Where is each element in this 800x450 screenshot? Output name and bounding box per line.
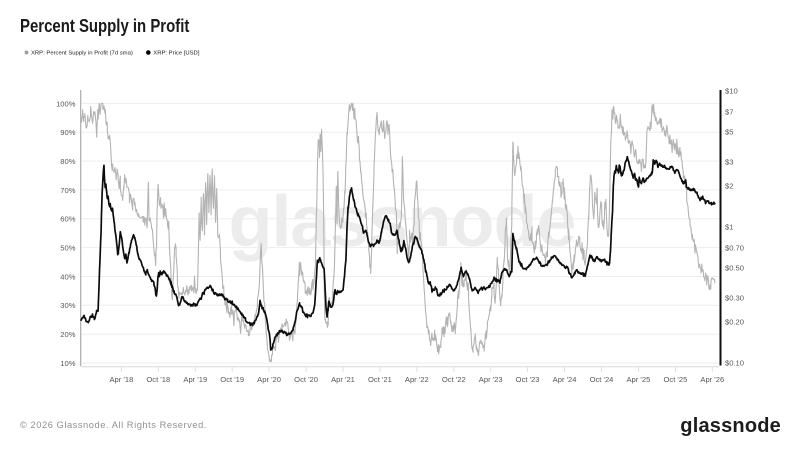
- svg-text:Apr '21: Apr '21: [331, 375, 355, 384]
- svg-text:Apr '18: Apr '18: [109, 375, 133, 384]
- svg-text:90%: 90%: [60, 128, 75, 137]
- svg-text:$0.50: $0.50: [725, 263, 744, 272]
- svg-text:$2: $2: [725, 182, 733, 191]
- svg-text:40%: 40%: [60, 272, 75, 281]
- svg-text:Apr '19: Apr '19: [183, 375, 207, 384]
- svg-text:80%: 80%: [60, 157, 75, 166]
- svg-text:Oct '18: Oct '18: [146, 375, 170, 384]
- svg-text:60%: 60%: [60, 215, 75, 224]
- svg-text:30%: 30%: [60, 301, 75, 310]
- svg-text:Apr '25: Apr '25: [626, 375, 650, 384]
- svg-text:Oct '25: Oct '25: [663, 375, 687, 384]
- svg-text:70%: 70%: [60, 186, 75, 195]
- svg-text:$0.70: $0.70: [725, 244, 744, 253]
- svg-text:Oct '20: Oct '20: [294, 375, 318, 384]
- svg-text:Apr '23: Apr '23: [479, 375, 503, 384]
- svg-text:$0.30: $0.30: [725, 294, 744, 303]
- svg-text:XRP: Percent Supply in Profit: XRP: Percent Supply in Profit (7d sma): [31, 51, 133, 57]
- svg-text:Oct '22: Oct '22: [442, 375, 466, 384]
- svg-text:Apr '24: Apr '24: [553, 375, 577, 384]
- svg-text:Oct '24: Oct '24: [590, 375, 614, 384]
- svg-text:Oct '23: Oct '23: [516, 375, 540, 384]
- svg-text:$10: $10: [725, 87, 738, 96]
- svg-text:$5: $5: [725, 127, 733, 136]
- svg-text:$7: $7: [725, 108, 733, 117]
- svg-text:100%: 100%: [56, 99, 76, 108]
- svg-text:$0.20: $0.20: [725, 318, 744, 327]
- svg-text:$1: $1: [725, 223, 733, 232]
- svg-text:10%: 10%: [60, 359, 75, 368]
- svg-text:20%: 20%: [60, 330, 75, 339]
- svg-text:Apr '22: Apr '22: [405, 375, 429, 384]
- svg-text:$0.10: $0.10: [725, 359, 744, 368]
- svg-text:Oct '21: Oct '21: [368, 375, 392, 384]
- svg-text:Apr '26: Apr '26: [700, 375, 724, 384]
- svg-text:Apr '20: Apr '20: [257, 375, 281, 384]
- svg-text:50%: 50%: [60, 244, 75, 253]
- svg-text:XRP: Price [USD]: XRP: Price [USD]: [153, 51, 200, 57]
- svg-text:Oct '19: Oct '19: [220, 375, 244, 384]
- svg-text:$3: $3: [725, 158, 733, 167]
